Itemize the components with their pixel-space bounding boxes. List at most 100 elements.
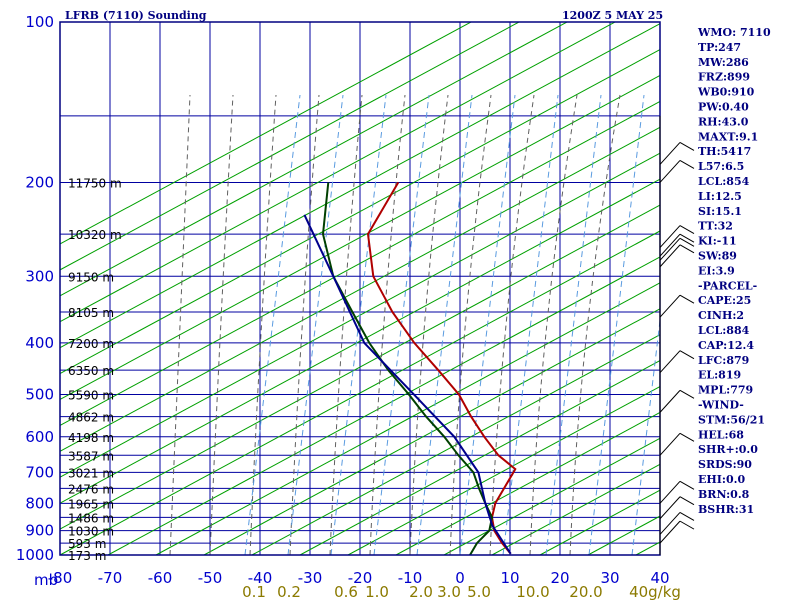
index-line: MAXT:9.1 [698,130,758,143]
temperature-line [366,181,517,555]
wind-barb-staff [659,160,681,183]
dry-adiabat [251,334,660,556]
pressure-tick-label: 700 [25,463,54,481]
wind-barb-staff [659,390,681,413]
index-line: STM:56/21 [698,413,765,426]
wind-barb-flag [679,512,695,521]
wind-barb-flag [679,225,695,235]
index-line: WB0:910 [697,86,755,99]
moist-adiabat [529,94,578,556]
temperature-tick-label: -60 [148,569,173,587]
temperature-tick-label: -10 [398,569,423,587]
mixing-ratio-label: 40g/kg [629,583,681,600]
wind-barb [659,520,695,544]
index-line: LCL:854 [698,175,750,188]
mixing-ratio-line [416,94,473,556]
index-line: MPL:779 [698,384,753,397]
index-line: LFC:879 [698,354,749,367]
dry-adiabat [60,152,660,478]
wind-barb-flag [679,141,695,151]
moist-adiabat [209,94,234,556]
temperature-tick-label: -40 [248,569,273,587]
wind-barb-flag [679,294,695,304]
wind-barb-staff [659,496,681,520]
wind-barb [659,141,695,165]
mixing-ratio-label: 0.2 [277,583,301,600]
dry-adiabat [60,74,660,401]
wind-barb-flag [679,520,695,530]
height-label: 2476 m [68,482,114,496]
wind-barb [659,225,695,248]
pressure-tick-label: 200 [25,173,54,191]
index-line: TT:32 [698,220,733,233]
dry-adiabat [60,22,521,271]
dry-adiabat [155,282,660,556]
wind-barb-flag [679,160,695,169]
series-layer [303,181,517,556]
mixing-ratio-label: 1.0 [365,583,389,600]
wind-barb [659,480,695,504]
index-line: -WIND- [698,399,744,412]
height-label: 4198 m [68,431,114,445]
index-line: SW:89 [698,250,737,263]
temperature-tick-label: 10 [500,569,519,587]
index-line: CAPE:25 [698,294,751,307]
moist-adiabat [369,94,406,556]
wind-barb [659,237,695,261]
wind-barb-staff [659,432,681,456]
index-line: LCL:884 [698,324,750,337]
dry-adiabat [347,385,660,556]
wind-barb-staff [659,294,681,318]
index-line: EI:3.9 [698,264,735,277]
height-label: 6350 m [68,364,114,378]
temperature-tick-label: -70 [98,569,123,587]
mixing-ratio-line [545,94,602,556]
pressure-tick-label: 800 [25,494,54,512]
moist-adiabat [449,94,492,556]
mixing-ratio-line [287,94,344,556]
wind-barb [659,233,695,257]
index-line: LI:12.5 [698,190,742,203]
wind-barb-staff [659,233,681,257]
mixing-ratio-label: 0.6 [334,583,358,600]
index-line: BSHR:31 [698,503,754,516]
wind-barb-staff [659,142,681,165]
dry-adiabat [60,178,660,504]
height-label: 173 m [68,549,106,563]
wind-barb-flag [679,237,695,247]
wind-barb-flag [679,480,695,490]
moist-adiabat [489,94,535,556]
dry-adiabat [107,256,660,556]
height-label: 7200 m [68,337,114,351]
index-line: CINH:2 [698,309,744,322]
wind-barb [659,160,695,183]
wind-barb-staff [659,350,681,374]
height-label: 4862 m [68,411,114,425]
dry-adiabat [60,22,617,323]
index-line: KI:-11 [698,235,737,248]
mixing-ratio-label: 10.0 [516,583,549,600]
wind-barb [659,496,695,520]
index-line: TP:247 [698,41,741,54]
height-label: 9150 m [68,270,114,284]
moist-adiabat [329,94,363,556]
temperature-tick-label: -20 [348,569,373,587]
dry-adiabat [395,411,660,556]
height-label: 3587 m [68,449,114,463]
index-line: SI:15.1 [698,205,742,218]
pressure-tick-label: 300 [25,267,54,285]
pressure-tick-label: 500 [25,386,54,404]
index-line: RH:43.0 [698,115,749,128]
height-label: 10320 m [68,228,122,242]
temperature-tick-label: -80 [48,569,73,587]
frame-layer [59,21,661,556]
moist-adiabat [169,94,191,556]
index-line: WMO: 7110 [697,26,771,39]
index-line: FRZ:899 [698,71,750,84]
wind-barb-staff [659,237,681,261]
mixing-ratio-line [459,94,516,556]
parcel-line [303,214,512,555]
wind-barb [659,389,695,413]
mixing-ratio-label: 3.0 [437,583,461,600]
